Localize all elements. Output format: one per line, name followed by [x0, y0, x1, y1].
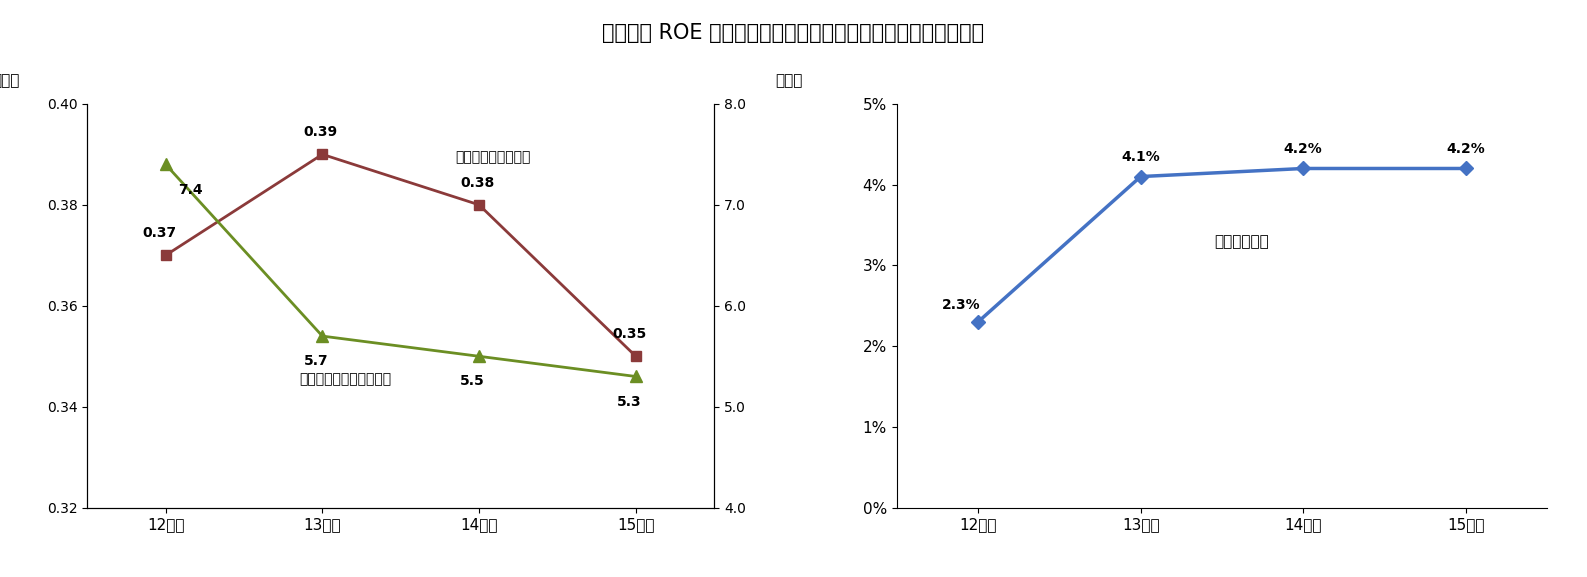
- Text: 4.2%: 4.2%: [1284, 143, 1322, 156]
- Text: 0.39: 0.39: [303, 125, 338, 139]
- Text: 売上高利益率: 売上高利益率: [1214, 234, 1268, 249]
- Text: 財務レバレッジ（右軸）: 財務レバレッジ（右軸）: [298, 372, 390, 386]
- Text: （倍）: （倍）: [776, 73, 803, 88]
- Text: 5.5: 5.5: [460, 374, 486, 388]
- Text: 5.3: 5.3: [617, 395, 641, 409]
- Text: 4.2%: 4.2%: [1446, 143, 1485, 156]
- Text: 『図２』 ROE 低下の原因は、資産効率の低下と伸びない利益率: 『図２』 ROE 低下の原因は、資産効率の低下と伸びない利益率: [603, 23, 984, 43]
- Text: 0.35: 0.35: [613, 327, 646, 341]
- Text: 2.3%: 2.3%: [943, 298, 981, 312]
- Text: （回）: （回）: [0, 73, 19, 88]
- Text: 0.37: 0.37: [143, 226, 176, 240]
- Text: 5.7: 5.7: [303, 354, 329, 368]
- Text: 7.4: 7.4: [178, 182, 203, 197]
- Text: 4.1%: 4.1%: [1120, 151, 1160, 164]
- Text: 0.38: 0.38: [460, 175, 495, 190]
- Text: 資産回転率（左軸）: 資産回転率（左軸）: [455, 150, 532, 164]
